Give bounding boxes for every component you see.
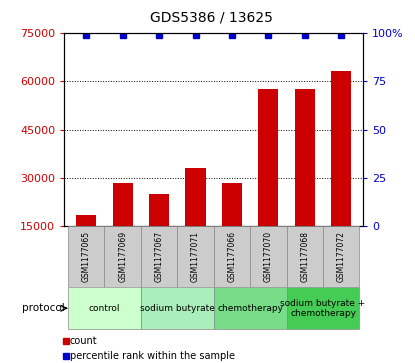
Bar xyxy=(295,89,315,227)
Text: chemotherapy: chemotherapy xyxy=(217,304,283,313)
Bar xyxy=(177,227,214,287)
Bar xyxy=(331,72,351,227)
Text: GSM1177066: GSM1177066 xyxy=(227,231,237,282)
Text: protocol: protocol xyxy=(22,303,64,313)
Bar xyxy=(112,183,133,227)
Bar xyxy=(141,227,177,287)
Text: GSM1177071: GSM1177071 xyxy=(191,232,200,282)
Text: GSM1177067: GSM1177067 xyxy=(154,231,164,282)
Bar xyxy=(259,89,278,227)
Bar xyxy=(186,168,205,227)
Text: GSM1177065: GSM1177065 xyxy=(82,231,91,282)
Bar xyxy=(250,227,287,287)
Bar xyxy=(287,227,323,287)
Text: GSM1177070: GSM1177070 xyxy=(264,231,273,282)
Bar xyxy=(214,287,287,329)
Text: count: count xyxy=(70,336,98,346)
Bar xyxy=(76,215,96,227)
Text: GSM1177068: GSM1177068 xyxy=(300,232,309,282)
Text: GSM1177072: GSM1177072 xyxy=(337,232,346,282)
Text: GSM1177069: GSM1177069 xyxy=(118,231,127,282)
Text: sodium butyrate +
chemotherapy: sodium butyrate + chemotherapy xyxy=(281,298,366,318)
Text: control: control xyxy=(89,304,120,313)
Bar xyxy=(287,287,359,329)
Bar xyxy=(214,227,250,287)
Bar xyxy=(222,183,242,227)
Text: percentile rank within the sample: percentile rank within the sample xyxy=(70,351,235,362)
Bar xyxy=(105,227,141,287)
Bar xyxy=(323,227,359,287)
Text: sodium butyrate: sodium butyrate xyxy=(140,304,215,313)
Bar xyxy=(149,194,169,227)
Bar xyxy=(68,227,105,287)
Bar xyxy=(68,287,141,329)
Text: GDS5386 / 13625: GDS5386 / 13625 xyxy=(150,11,273,25)
Bar xyxy=(141,287,214,329)
